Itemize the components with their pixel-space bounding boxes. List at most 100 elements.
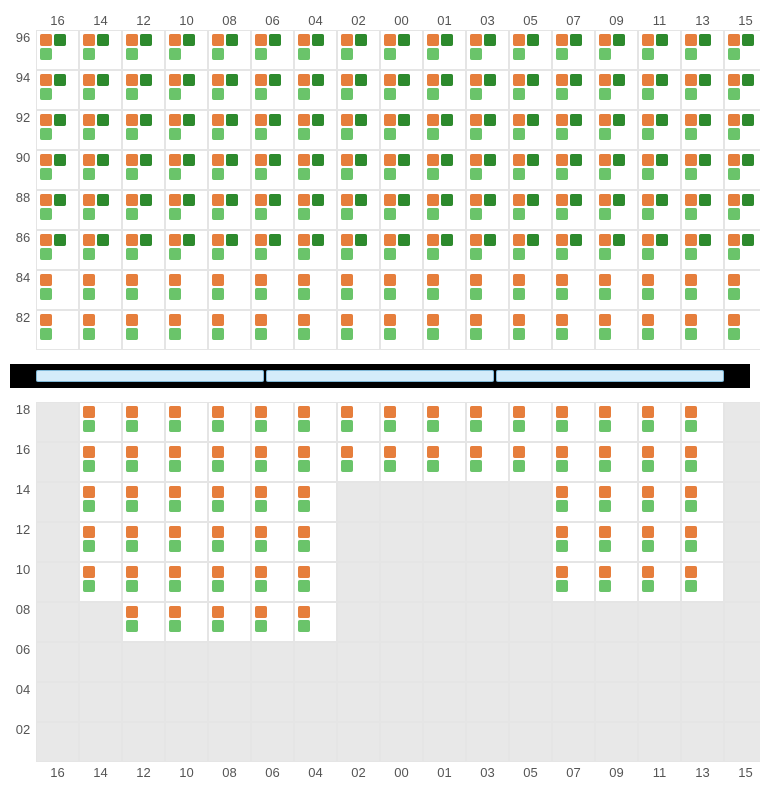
slot-active[interactable]	[208, 310, 251, 350]
slot-active[interactable]	[36, 230, 79, 270]
slot-active[interactable]	[337, 442, 380, 482]
slot-active[interactable]	[294, 482, 337, 522]
slot-active[interactable]	[251, 562, 294, 602]
slot-active[interactable]	[208, 522, 251, 562]
slot-active[interactable]	[466, 442, 509, 482]
slot-active[interactable]	[466, 310, 509, 350]
slot-active[interactable]	[423, 442, 466, 482]
slot-active[interactable]	[552, 30, 595, 70]
slot-active[interactable]	[122, 442, 165, 482]
slot-active[interactable]	[122, 602, 165, 642]
slot-active[interactable]	[681, 270, 724, 310]
slot-active[interactable]	[681, 310, 724, 350]
slot-active[interactable]	[79, 30, 122, 70]
slot-active[interactable]	[423, 402, 466, 442]
slot-active[interactable]	[552, 190, 595, 230]
slot-active[interactable]	[552, 522, 595, 562]
slot-active[interactable]	[595, 310, 638, 350]
slot-active[interactable]	[208, 482, 251, 522]
slot-active[interactable]	[251, 310, 294, 350]
slot-active[interactable]	[337, 402, 380, 442]
slot-active[interactable]	[294, 310, 337, 350]
slot-active[interactable]	[380, 110, 423, 150]
slot-active[interactable]	[681, 230, 724, 270]
slot-active[interactable]	[294, 562, 337, 602]
slot-active[interactable]	[380, 70, 423, 110]
slot-active[interactable]	[36, 310, 79, 350]
slot-active[interactable]	[595, 482, 638, 522]
slot-active[interactable]	[79, 70, 122, 110]
slot-active[interactable]	[380, 310, 423, 350]
slot-active[interactable]	[552, 110, 595, 150]
slot-active[interactable]	[36, 150, 79, 190]
slot-active[interactable]	[552, 70, 595, 110]
slot-active[interactable]	[294, 270, 337, 310]
slot-active[interactable]	[36, 70, 79, 110]
slot-active[interactable]	[466, 402, 509, 442]
slot-active[interactable]	[36, 190, 79, 230]
slot-active[interactable]	[251, 482, 294, 522]
slot-active[interactable]	[724, 110, 760, 150]
slot-active[interactable]	[380, 190, 423, 230]
slot-active[interactable]	[509, 310, 552, 350]
slot-active[interactable]	[638, 310, 681, 350]
slot-active[interactable]	[509, 230, 552, 270]
slot-active[interactable]	[638, 402, 681, 442]
slot-active[interactable]	[79, 442, 122, 482]
slot-active[interactable]	[122, 270, 165, 310]
slot-active[interactable]	[294, 30, 337, 70]
slot-active[interactable]	[552, 230, 595, 270]
slot-active[interactable]	[122, 70, 165, 110]
slot-active[interactable]	[638, 110, 681, 150]
slot-active[interactable]	[165, 70, 208, 110]
slot-active[interactable]	[595, 402, 638, 442]
slot-active[interactable]	[724, 270, 760, 310]
slot-active[interactable]	[208, 230, 251, 270]
slot-active[interactable]	[466, 190, 509, 230]
slot-active[interactable]	[122, 482, 165, 522]
slot-active[interactable]	[380, 230, 423, 270]
slot-active[interactable]	[466, 110, 509, 150]
slot-active[interactable]	[638, 150, 681, 190]
slot-active[interactable]	[595, 562, 638, 602]
slot-active[interactable]	[165, 310, 208, 350]
slot-active[interactable]	[208, 110, 251, 150]
slot-active[interactable]	[337, 70, 380, 110]
slot-active[interactable]	[294, 230, 337, 270]
slot-active[interactable]	[251, 602, 294, 642]
slot-active[interactable]	[724, 310, 760, 350]
slot-active[interactable]	[251, 230, 294, 270]
slot-active[interactable]	[509, 190, 552, 230]
slot-active[interactable]	[251, 190, 294, 230]
slot-active[interactable]	[337, 230, 380, 270]
slot-active[interactable]	[509, 110, 552, 150]
slot-active[interactable]	[122, 310, 165, 350]
slot-active[interactable]	[552, 442, 595, 482]
slot-active[interactable]	[681, 522, 724, 562]
slot-active[interactable]	[681, 442, 724, 482]
slot-active[interactable]	[638, 190, 681, 230]
slot-active[interactable]	[122, 402, 165, 442]
slot-active[interactable]	[552, 310, 595, 350]
slot-active[interactable]	[681, 190, 724, 230]
slot-active[interactable]	[509, 70, 552, 110]
slot-active[interactable]	[552, 402, 595, 442]
slot-active[interactable]	[122, 30, 165, 70]
slot-active[interactable]	[681, 402, 724, 442]
slot-active[interactable]	[208, 70, 251, 110]
slot-active[interactable]	[466, 70, 509, 110]
slot-active[interactable]	[165, 562, 208, 602]
slot-active[interactable]	[122, 522, 165, 562]
slot-active[interactable]	[423, 150, 466, 190]
slot-active[interactable]	[165, 402, 208, 442]
slot-active[interactable]	[724, 230, 760, 270]
slot-active[interactable]	[380, 402, 423, 442]
slot-active[interactable]	[36, 110, 79, 150]
slot-active[interactable]	[552, 562, 595, 602]
slot-active[interactable]	[552, 150, 595, 190]
slot-active[interactable]	[165, 30, 208, 70]
slot-active[interactable]	[337, 110, 380, 150]
slot-active[interactable]	[79, 190, 122, 230]
slot-active[interactable]	[79, 562, 122, 602]
slot-active[interactable]	[165, 270, 208, 310]
